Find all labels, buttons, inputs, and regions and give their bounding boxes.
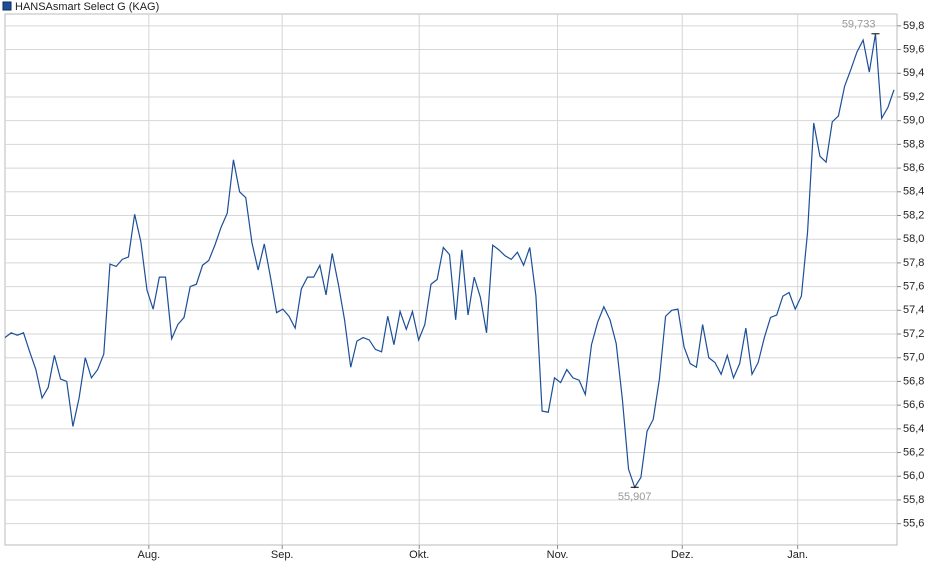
y-tick-label: 59,6 [903,43,924,55]
y-tick-label: 56,4 [903,423,924,435]
y-tick-label: 57,4 [903,304,924,316]
y-tick-label: 58,8 [903,138,924,150]
y-tick-label: 56,0 [903,470,924,482]
y-tick-label: 59,0 [903,115,924,127]
x-tick-label: Jan. [787,549,808,561]
y-tick-label: 55,6 [903,518,924,530]
y-tick-label: 55,8 [903,494,924,506]
price-line [4,33,895,489]
y-tick-label: 57,8 [903,257,924,269]
x-tick-label: Sep. [271,549,294,561]
extreme-label: 55,907 [618,491,652,503]
y-tick-label: 59,2 [903,91,924,103]
y-tick-label: 58,6 [903,162,924,174]
y-tick-label: 58,2 [903,209,924,221]
y-tick-label: 57,0 [903,352,924,364]
y-tick-label: 57,6 [903,281,924,293]
y-tick-label: 59,8 [903,20,924,32]
y-tick-label: 58,0 [903,233,924,245]
y-tick-label: 56,6 [903,399,924,411]
y-tick-label: 59,4 [903,67,924,79]
y-tick-label: 56,2 [903,446,924,458]
x-tick-label: Dez. [671,549,694,561]
extreme-label: 59,733 [842,19,876,31]
y-tick-label: 57,2 [903,328,924,340]
x-tick-label: Aug. [138,549,161,561]
legend-swatch [2,1,12,11]
x-tick-label: Okt. [409,549,429,561]
plot-frame [4,13,898,546]
y-tick-label: 58,4 [903,186,924,198]
x-tick-label: Nov. [547,549,569,561]
y-tick-label: 56,8 [903,375,924,387]
legend-label: HANSAsmart Select G (KAG) [15,1,159,13]
